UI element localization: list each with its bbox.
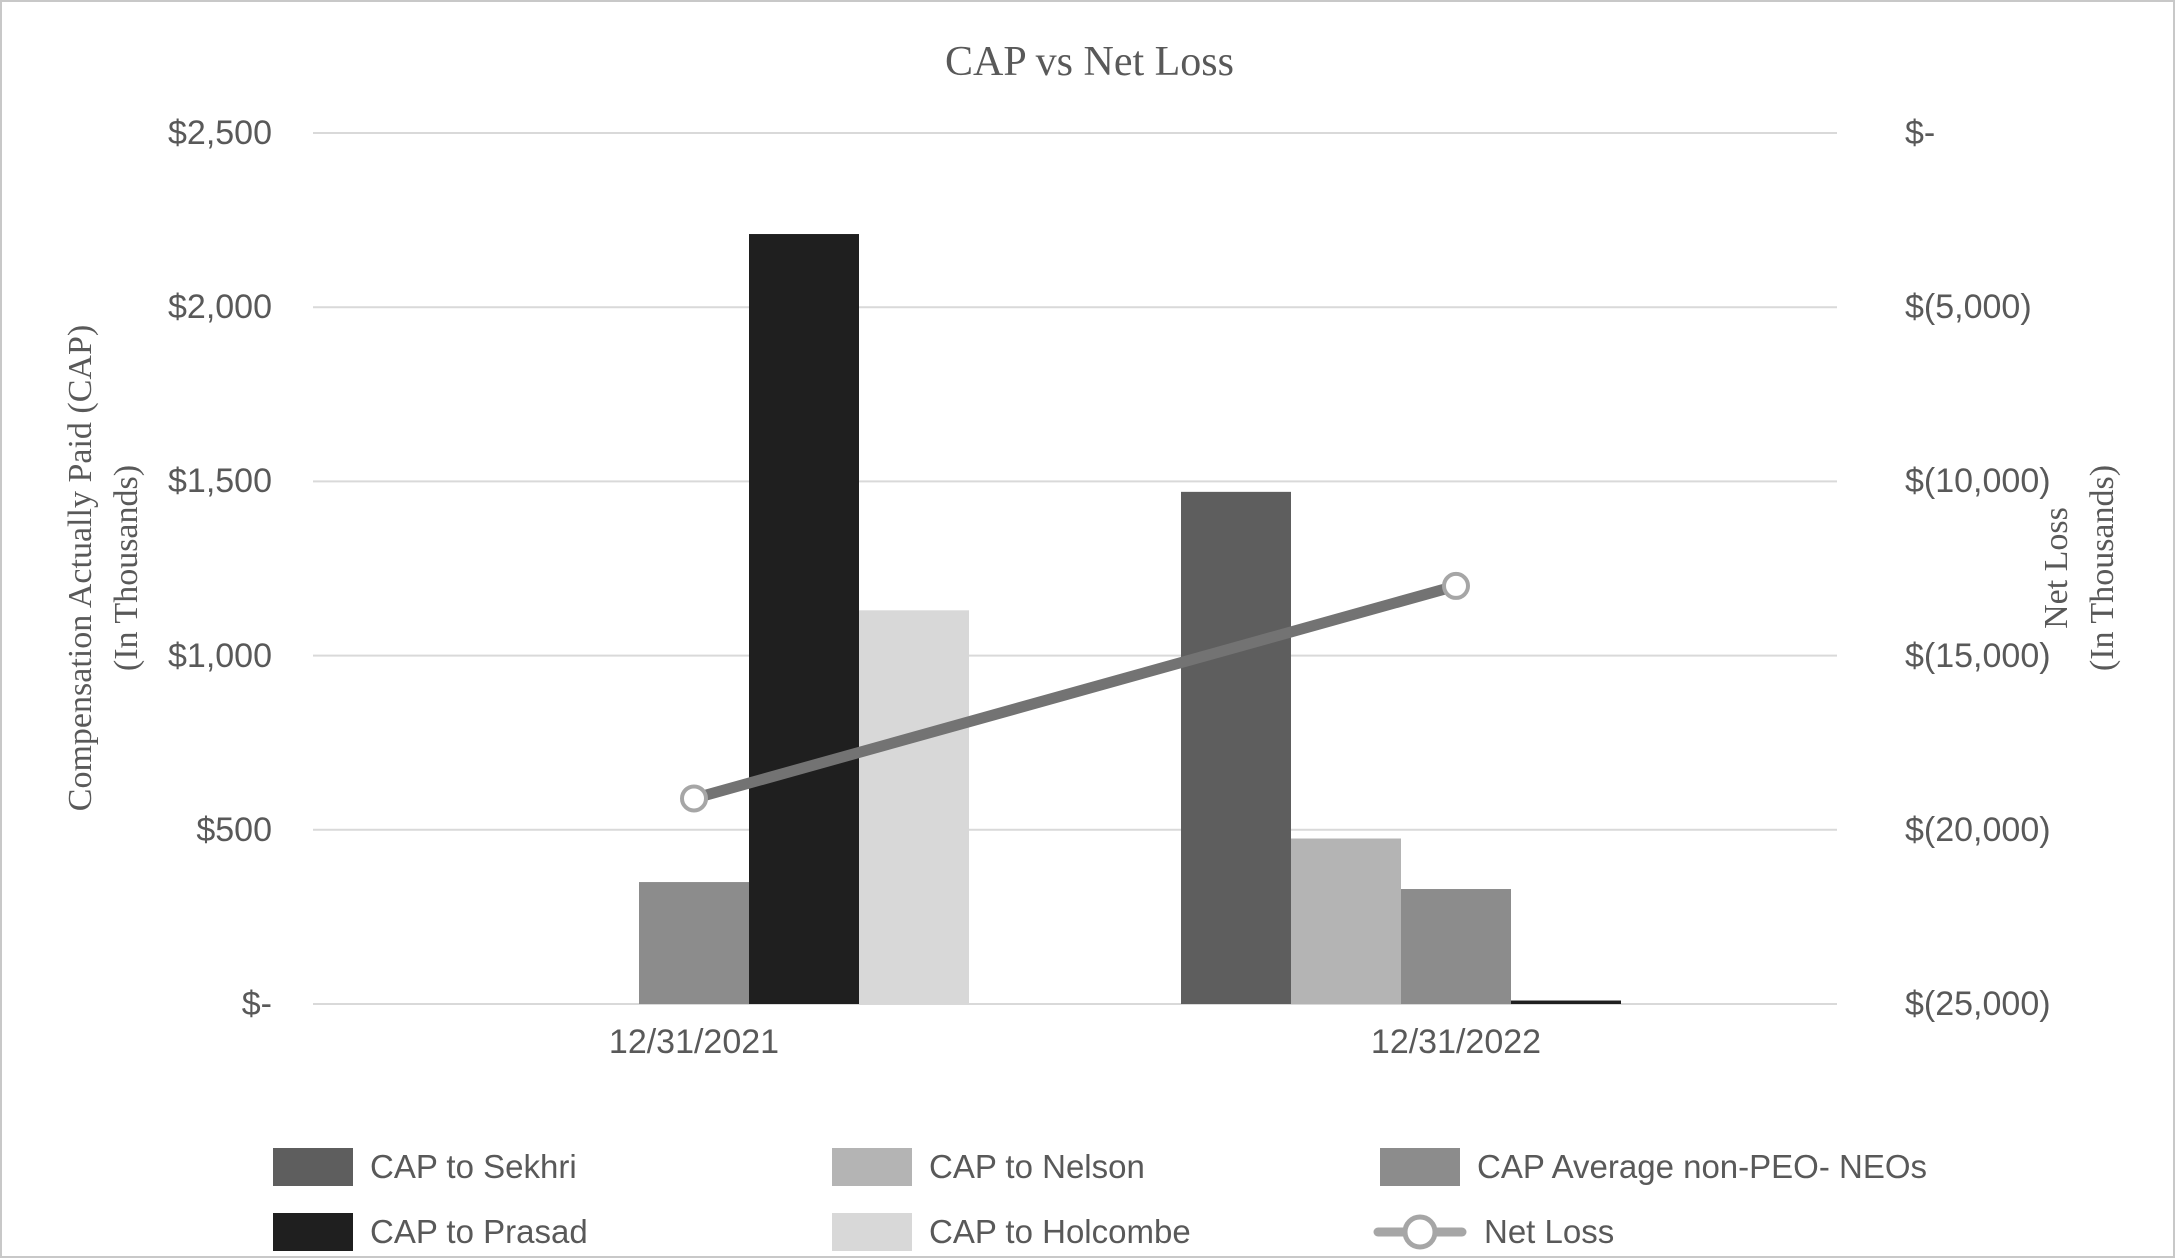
bar-cap-to-prasad-12/31/2021 bbox=[749, 234, 859, 1004]
net-loss-marker bbox=[1442, 571, 1470, 600]
left-axis-tick: $1,500 bbox=[168, 462, 272, 501]
net-loss-marker bbox=[680, 784, 708, 813]
right-axis-title: Net Loss (In Thousands) bbox=[2034, 118, 2130, 1018]
legend-swatch-nelson bbox=[832, 1148, 912, 1186]
legend-label: CAP to Holcombe bbox=[929, 1213, 1191, 1250]
right-axis-title-line2: (In Thousands) bbox=[2084, 464, 2121, 672]
legend-item-cap-to-sekhri: CAP to Sekhri bbox=[273, 1147, 577, 1187]
left-axis-tick: $2,500 bbox=[168, 114, 272, 152]
net-loss-line-icon bbox=[1373, 1214, 1467, 1250]
left-axis-tick: $500 bbox=[196, 810, 272, 849]
right-axis-tick: $(15,000) bbox=[1905, 636, 2051, 675]
right-axis-tick: $- bbox=[1905, 114, 1936, 152]
right-axis-tick: $(10,000) bbox=[1905, 462, 2051, 501]
bar-cap-to-holcombe-12/31/2021 bbox=[859, 610, 969, 1004]
left-axis-tick: $1,000 bbox=[168, 636, 272, 675]
right-axis-tick: $(5,000) bbox=[1905, 288, 2032, 327]
legend-swatch-average bbox=[1380, 1148, 1460, 1186]
net-loss-line bbox=[688, 580, 1462, 804]
legend-label: CAP Average non-PEO- NEOs bbox=[1477, 1148, 1927, 1185]
chart-title: CAP vs Net Loss bbox=[945, 39, 1234, 85]
right-axis-tick: $(25,000) bbox=[1905, 985, 2051, 1023]
x-axis-label-12/31/2022: 12/31/2022 bbox=[1370, 1023, 1542, 1061]
bar-cap-to-sekhri-12/31/2022 bbox=[1181, 491, 1291, 1004]
left-axis-tick: $- bbox=[241, 985, 272, 1023]
legend-label: CAP to Nelson bbox=[929, 1148, 1145, 1185]
net-loss-glyph-marker bbox=[1402, 1214, 1438, 1250]
bar-cap-average-non-peo-neos-12/31/2022 bbox=[1401, 889, 1511, 1004]
legend-swatch-sekhri bbox=[273, 1148, 353, 1186]
legend-label: CAP to Sekhri bbox=[370, 1148, 577, 1185]
left-axis-title-line1: Compensation Actually Paid (CAP) bbox=[62, 324, 99, 812]
right-axis-title-line1: Net Loss bbox=[2038, 507, 2075, 629]
legend-item-cap-average-non-peo-neos: CAP Average non-PEO- NEOs bbox=[1380, 1147, 1927, 1187]
right-axis-tick: $(20,000) bbox=[1905, 810, 2051, 849]
left-axis-title-line2: (In Thousands) bbox=[108, 464, 145, 672]
legend-item-cap-to-holcombe: CAP to Holcombe bbox=[832, 1212, 1191, 1252]
left-axis-title: Compensation Actually Paid (CAP) (In Tho… bbox=[58, 118, 154, 1018]
legend-item-net-loss: Net Loss bbox=[1373, 1212, 1614, 1252]
x-axis-label-12/31/2021: 12/31/2021 bbox=[608, 1023, 780, 1061]
bar-cap-average-non-peo-neos-12/31/2021 bbox=[639, 882, 749, 1004]
bar-cap-to-prasad-12/31/2022 bbox=[1511, 1000, 1621, 1004]
legend-swatch-holcombe bbox=[832, 1213, 912, 1251]
legend-label: Net Loss bbox=[1484, 1213, 1615, 1250]
left-axis-tick: $2,000 bbox=[168, 288, 272, 327]
legend-swatch-prasad bbox=[273, 1213, 353, 1251]
bar-cap-to-nelson-12/31/2022 bbox=[1291, 838, 1401, 1004]
legend-item-cap-to-nelson: CAP to Nelson bbox=[832, 1147, 1145, 1187]
legend-label: CAP to Prasad bbox=[370, 1213, 588, 1250]
legend-item-cap-to-prasad: CAP to Prasad bbox=[273, 1212, 588, 1252]
